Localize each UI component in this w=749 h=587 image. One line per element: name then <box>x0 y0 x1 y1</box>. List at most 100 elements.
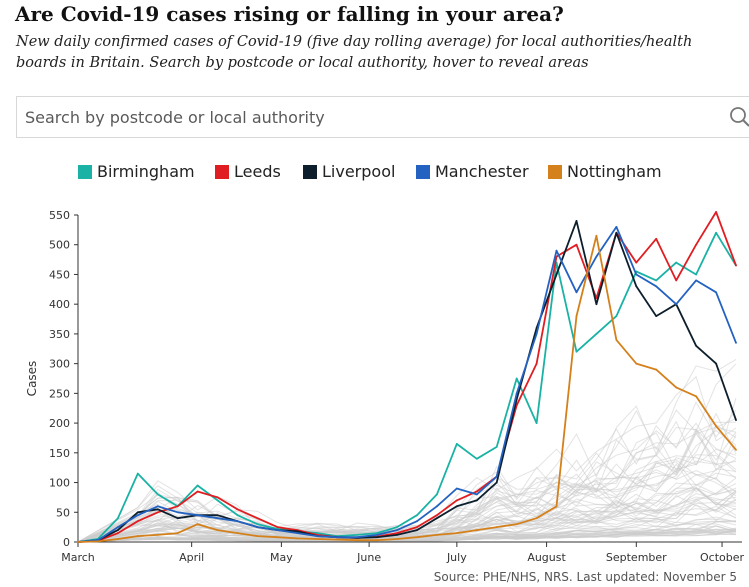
data-point-leeds[interactable] <box>176 505 179 508</box>
data-point-leeds[interactable] <box>575 243 578 246</box>
data-point-leeds[interactable] <box>256 517 259 520</box>
data-point-birmingham[interactable] <box>615 315 618 317</box>
data-point-birmingham[interactable] <box>515 377 518 380</box>
data-point-liverpool[interactable] <box>495 481 498 484</box>
data-point-manchester[interactable] <box>176 511 179 514</box>
data-point-nottingham[interactable] <box>575 315 578 317</box>
data-point-manchester[interactable] <box>655 285 658 288</box>
data-point-manchester[interactable] <box>575 291 578 294</box>
data-point-nottingham[interactable] <box>655 368 658 371</box>
data-point-liverpool[interactable] <box>396 533 398 536</box>
data-point-manchester[interactable] <box>675 303 678 306</box>
data-point-liverpool[interactable] <box>635 285 638 288</box>
data-point-nottingham[interactable] <box>535 517 538 520</box>
data-point-manchester[interactable] <box>436 505 438 508</box>
data-point-nottingham[interactable] <box>156 533 159 536</box>
data-point-nottingham[interactable] <box>436 533 438 536</box>
series-manchester[interactable] <box>77 225 737 543</box>
data-point-manchester[interactable] <box>276 529 279 532</box>
data-point-leeds[interactable] <box>655 237 658 240</box>
series-liverpool[interactable] <box>77 219 737 543</box>
data-point-birmingham[interactable] <box>156 493 159 496</box>
data-point-nottingham[interactable] <box>396 538 398 540</box>
data-point-manchester[interactable] <box>455 487 458 490</box>
data-point-birmingham[interactable] <box>136 472 139 475</box>
data-point-leeds[interactable] <box>416 526 418 529</box>
data-point-liverpool[interactable] <box>156 508 159 511</box>
data-point-manchester[interactable] <box>495 475 498 478</box>
data-point-nottingham[interactable] <box>515 523 518 526</box>
data-point-leeds[interactable] <box>136 520 139 523</box>
data-point-liverpool[interactable] <box>136 511 139 514</box>
search-input[interactable] <box>25 97 715 137</box>
data-point-liverpool[interactable] <box>416 529 418 532</box>
data-point-nottingham[interactable] <box>236 532 239 534</box>
data-point-nottingham[interactable] <box>615 338 618 341</box>
data-point-liverpool[interactable] <box>735 419 737 422</box>
data-point-manchester[interactable] <box>296 532 299 534</box>
data-point-nottingham[interactable] <box>695 395 698 398</box>
search-icon[interactable] <box>729 106 749 128</box>
data-point-nottingham[interactable] <box>555 505 558 508</box>
data-point-manchester[interactable] <box>256 526 259 529</box>
data-point-liverpool[interactable] <box>176 517 179 520</box>
data-point-manchester[interactable] <box>515 392 518 395</box>
data-point-nottingham[interactable] <box>675 386 678 389</box>
data-point-birmingham[interactable] <box>455 443 458 445</box>
data-point-manchester[interactable] <box>535 333 538 335</box>
data-point-birmingham[interactable] <box>216 499 219 502</box>
series-line-liverpool[interactable] <box>77 219 737 543</box>
data-point-nottingham[interactable] <box>715 425 717 427</box>
data-point-birmingham[interactable] <box>316 532 319 534</box>
data-point-manchester[interactable] <box>236 520 239 523</box>
data-point-leeds[interactable] <box>236 508 239 511</box>
data-point-leeds[interactable] <box>196 490 199 493</box>
data-point-manchester[interactable] <box>735 341 737 344</box>
search-box[interactable] <box>16 96 749 138</box>
data-point-nottingham[interactable] <box>495 526 498 529</box>
data-point-liverpool[interactable] <box>475 499 478 502</box>
data-point-manchester[interactable] <box>356 536 359 539</box>
data-point-nottingham[interactable] <box>116 538 119 540</box>
data-point-manchester[interactable] <box>595 255 598 258</box>
data-point-leeds[interactable] <box>455 499 458 502</box>
data-point-leeds[interactable] <box>436 514 438 517</box>
line-chart[interactable]: 0 50 100 150 200 250 300 350 400 450 500 550 March Ap… <box>0 195 749 570</box>
data-point-nottingham[interactable] <box>336 538 339 541</box>
data-point-manchester[interactable] <box>376 533 378 536</box>
data-point-manchester[interactable] <box>635 273 638 276</box>
data-point-liverpool[interactable] <box>695 344 698 347</box>
data-point-nottingham[interactable] <box>77 541 79 543</box>
data-point-birmingham[interactable] <box>475 457 478 460</box>
data-point-manchester[interactable] <box>156 505 159 508</box>
data-point-birmingham[interactable] <box>236 514 239 517</box>
data-point-leeds[interactable] <box>675 279 678 282</box>
data-point-nottingham[interactable] <box>475 529 478 532</box>
data-point-birmingham[interactable] <box>196 484 199 487</box>
data-point-nottingham[interactable] <box>196 523 199 526</box>
data-point-birmingham[interactable] <box>495 445 498 448</box>
series-leeds[interactable] <box>77 211 737 543</box>
data-point-nottingham[interactable] <box>296 537 299 540</box>
data-point-liverpool[interactable] <box>575 220 578 222</box>
data-point-leeds[interactable] <box>735 264 737 267</box>
data-point-birmingham[interactable] <box>575 350 578 353</box>
data-point-liverpool[interactable] <box>615 231 618 234</box>
data-point-liverpool[interactable] <box>296 530 299 533</box>
data-point-birmingham[interactable] <box>256 523 259 526</box>
data-point-manchester[interactable] <box>715 291 717 294</box>
data-point-liverpool[interactable] <box>555 273 558 276</box>
data-point-nottingham[interactable] <box>356 539 359 542</box>
data-point-liverpool[interactable] <box>216 514 219 517</box>
data-point-liverpool[interactable] <box>715 362 717 365</box>
data-point-nottingham[interactable] <box>316 538 319 540</box>
data-point-leeds[interactable] <box>156 511 159 514</box>
data-point-manchester[interactable] <box>475 493 478 496</box>
data-point-birmingham[interactable] <box>416 514 418 517</box>
data-point-nottingham[interactable] <box>595 234 598 237</box>
series-line-leeds[interactable] <box>77 211 737 543</box>
data-point-birmingham[interactable] <box>436 493 438 496</box>
data-point-nottingham[interactable] <box>256 535 259 537</box>
data-point-leeds[interactable] <box>396 532 398 534</box>
data-point-manchester[interactable] <box>615 225 618 228</box>
